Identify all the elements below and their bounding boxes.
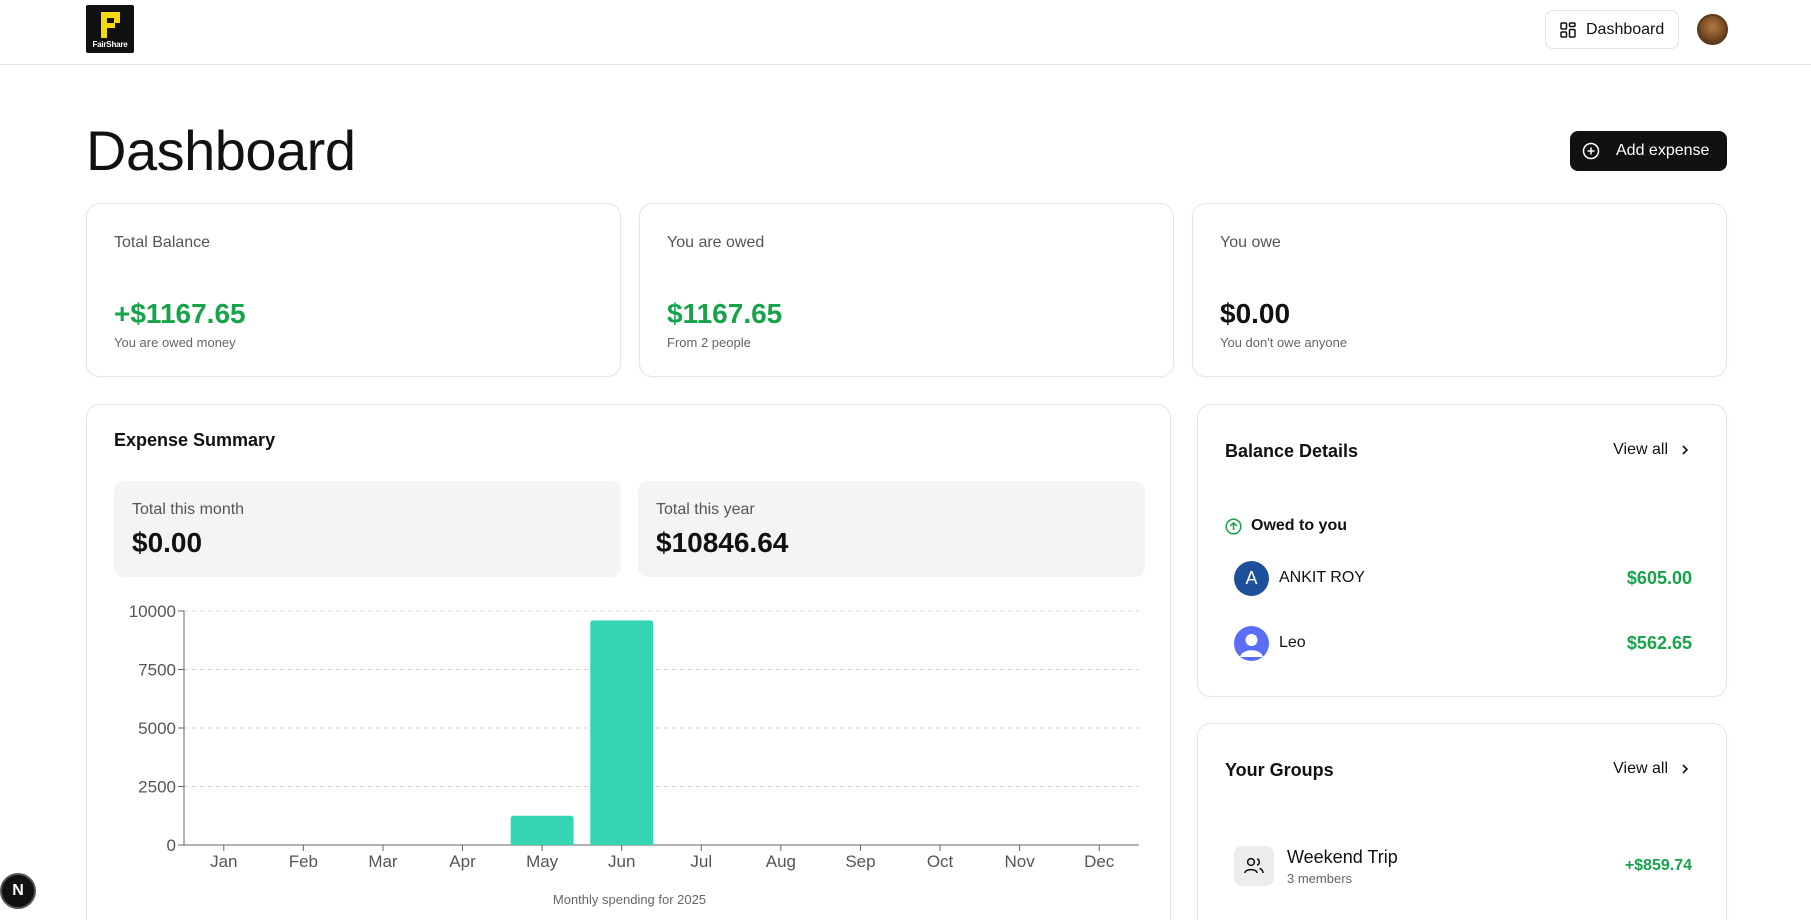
y-tick-label: 7500 — [138, 661, 176, 680]
groups-view-all-link[interactable]: View all — [1613, 760, 1690, 778]
y-tick-label: 0 — [167, 836, 176, 855]
layout-grid-icon — [1560, 21, 1576, 38]
default-user-icon — [1240, 633, 1263, 657]
x-tick-label: Sep — [845, 852, 875, 871]
you-owe-card: You owe $0.00 You don't owe anyone — [1192, 203, 1727, 377]
monthly-spending-chart: 0 2500 5000 7500 10000 Jan Feb Mar Apr May Jun Jul A… — [129, 602, 1139, 871]
chevron-right-icon — [1682, 445, 1689, 455]
view-all-label: View all — [1613, 441, 1668, 458]
chevron-right-icon — [1682, 764, 1689, 774]
x-tick-label: Jul — [690, 852, 712, 871]
total-month-label: Total this month — [132, 501, 245, 518]
total-this-month-box: Total this month $0.00 — [114, 481, 621, 577]
add-expense-button[interactable]: Add expense — [1570, 131, 1727, 171]
plus-circle-icon — [1582, 142, 1600, 160]
x-tick-label: Aug — [766, 852, 796, 871]
stat-subtext: You don't owe anyone — [1220, 335, 1348, 350]
fairshare-logo[interactable]: FairShare — [86, 5, 134, 53]
expense-summary-title: Expense Summary — [114, 430, 276, 450]
expense-summary-card: Expense Summary Total this month $0.00 T… — [86, 404, 1171, 920]
x-tick-label: Apr — [449, 852, 476, 871]
x-tick-label: Nov — [1005, 852, 1036, 871]
page-title: Dashboard — [86, 119, 356, 182]
person-name: ANKIT ROY — [1279, 569, 1365, 586]
view-all-label: View all — [1613, 760, 1668, 777]
x-tick-label: Oct — [927, 852, 954, 871]
y-tick-label: 5000 — [138, 719, 176, 738]
chart-caption: Monthly spending for 2025 — [552, 892, 707, 907]
nav-dashboard-label: Dashboard — [1586, 20, 1665, 38]
bar-may — [510, 815, 574, 845]
stat-value: +$1167.65 — [114, 298, 246, 329]
group-name: Weekend Trip — [1287, 846, 1398, 867]
bar-jun — [590, 620, 654, 845]
you-are-owed-card: You are owed $1167.65 From 2 people — [639, 203, 1174, 377]
your-groups-title: Your Groups — [1225, 760, 1334, 780]
add-expense-label: Add expense — [1616, 142, 1710, 159]
stat-label: Total Balance — [114, 234, 211, 251]
owed-to-you-heading: Owed to you — [1225, 517, 1347, 535]
group-members: 3 members — [1287, 870, 1353, 886]
person-name: Leo — [1279, 634, 1306, 651]
stat-subtext: You are owed money — [114, 335, 236, 350]
total-year-value: $10846.64 — [656, 527, 789, 558]
stat-label: You owe — [1220, 234, 1281, 251]
stat-label: You are owed — [667, 234, 765, 251]
group-balance: +$859.74 — [1624, 857, 1692, 874]
y-tick-label: 10000 — [129, 602, 176, 621]
dev-tools-badge[interactable]: N — [0, 873, 36, 909]
x-tick-label: Jan — [210, 852, 237, 871]
logo-glyph-icon — [101, 12, 120, 38]
user-avatar[interactable] — [1697, 14, 1728, 45]
avatar: A — [1234, 560, 1269, 596]
total-month-value: $0.00 — [132, 527, 203, 558]
owed-to-you-label: Owed to you — [1251, 517, 1347, 534]
total-this-year-box: Total this year $10846.64 — [638, 481, 1145, 577]
arrow-up-circle-icon — [1225, 517, 1242, 535]
balance-details-card: Balance Details View all Owed to you A A… — [1197, 404, 1727, 697]
balance-person-row[interactable]: Leo $562.65 — [1234, 625, 1692, 661]
person-amount: $562.65 — [1626, 632, 1692, 653]
your-groups-card: Your Groups View all Weekend Trip 3 memb… — [1197, 723, 1727, 920]
total-year-label: Total this year — [656, 501, 755, 518]
balance-details-title: Balance Details — [1225, 441, 1359, 461]
avatar — [1234, 625, 1269, 661]
x-tick-label: Feb — [289, 852, 318, 871]
x-tick-label: Jun — [608, 852, 635, 871]
users-icon — [1234, 846, 1274, 886]
nav-dashboard-button[interactable]: Dashboard — [1545, 10, 1679, 49]
group-item[interactable]: Weekend Trip 3 members +$859.74 — [1234, 845, 1692, 887]
y-tick-label: 2500 — [138, 778, 176, 797]
x-tick-label: Mar — [368, 852, 398, 871]
top-navbar: FairShare Dashboard — [0, 0, 1811, 65]
x-tick-label: May — [526, 852, 559, 871]
balance-view-all-link[interactable]: View all — [1613, 441, 1690, 459]
x-tick-label: Dec — [1084, 852, 1115, 871]
stat-value: $1167.65 — [667, 298, 783, 329]
person-amount: $605.00 — [1626, 567, 1692, 588]
total-balance-card: Total Balance +$1167.65 You are owed mon… — [86, 203, 621, 377]
balance-person-row[interactable]: A ANKIT ROY $605.00 — [1234, 560, 1692, 596]
stat-subtext: From 2 people — [667, 335, 751, 350]
logo-text: FairShare — [92, 40, 128, 49]
stat-value: $0.00 — [1220, 298, 1291, 329]
